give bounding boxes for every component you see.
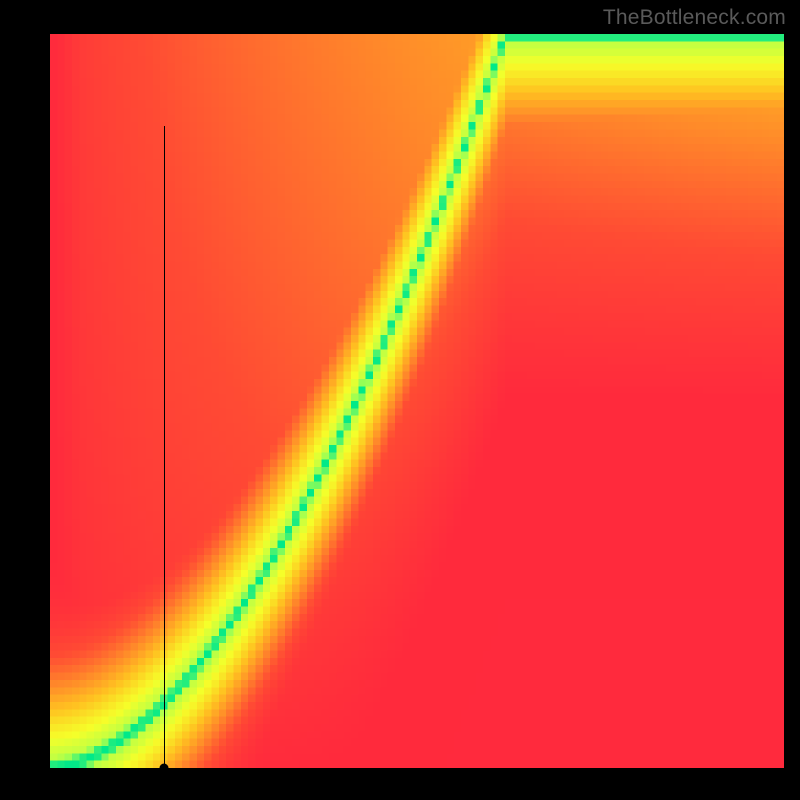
watermark-text: TheBottleneck.com	[603, 6, 786, 30]
heatmap-plot	[50, 34, 784, 768]
heatmap-canvas	[50, 34, 784, 768]
crosshair-vertical-line	[164, 126, 165, 768]
crosshair-marker-dot	[159, 764, 168, 773]
